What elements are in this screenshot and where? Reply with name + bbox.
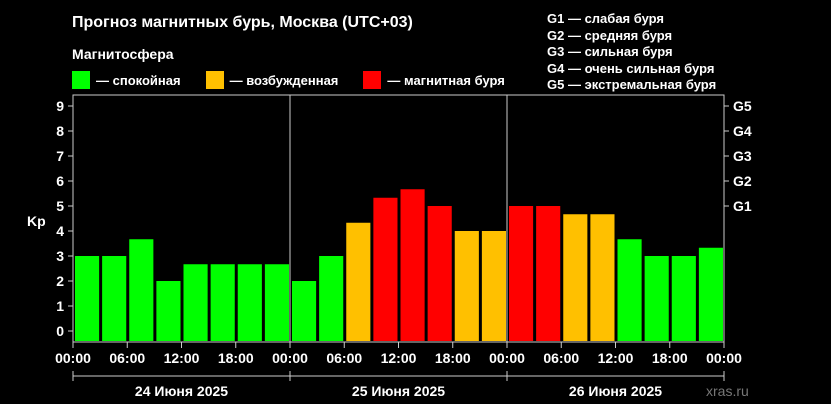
kp-bar — [183, 264, 208, 341]
x-tick-label: 06:00 — [109, 350, 145, 366]
kp-bar — [346, 222, 371, 341]
y-axis: 0 1 2 3 4 5 6 7 8 9 — [56, 98, 73, 339]
kp-bar — [427, 206, 452, 341]
x-tick-label: 00:00 — [272, 350, 308, 366]
x-tick-label: 18:00 — [435, 350, 471, 366]
storm-tick-label: G3 — [733, 148, 752, 164]
day-axis: 24 Июня 2025 25 Июня 2025 26 Июня 2025 — [72, 371, 725, 399]
day-label: 26 Июня 2025 — [569, 383, 662, 399]
x-tick-label: 12:00 — [381, 350, 417, 366]
kp-bar — [319, 256, 344, 341]
storm-tick-label: G1 — [733, 198, 752, 214]
x-tick-label: 06:00 — [543, 350, 579, 366]
kp-bar — [481, 231, 506, 341]
y-tick-label: 5 — [56, 198, 64, 214]
kp-bar — [156, 281, 181, 341]
x-tick-label: 00:00 — [55, 350, 91, 366]
legend-swatch-quiet — [72, 71, 90, 89]
legend-item-quiet: — спокойная — [72, 71, 181, 89]
kp-bar — [75, 256, 100, 341]
kp-bar — [292, 281, 317, 341]
watermark: xras.ru — [706, 383, 749, 399]
legend-label-active: — возбужденная — [229, 72, 339, 88]
legend-item-active: — возбужденная — [205, 71, 339, 89]
x-tick-label: 12:00 — [598, 350, 634, 366]
y-tick-label: 6 — [56, 173, 64, 189]
y-tick-label: 8 — [56, 123, 64, 139]
x-tick-label: 12:00 — [164, 350, 200, 366]
x-tick-label: 06:00 — [326, 350, 362, 366]
storm-legend-g5: G5 — экстремальная буря — [547, 77, 717, 92]
storm-legend-g4: G4 — очень сильная буря — [547, 60, 715, 76]
legend-swatch-active — [205, 71, 224, 89]
storm-legend-g1: G1 — слабая буря — [547, 11, 665, 26]
y-tick-label: 0 — [56, 323, 64, 339]
legend-item-storm: — магнитная буря — [363, 71, 505, 89]
kp-bar — [129, 239, 154, 341]
y-tick-label: 1 — [56, 298, 64, 314]
kp-bar — [264, 264, 289, 341]
kp-bar — [671, 256, 696, 341]
kp-bar — [644, 256, 669, 341]
x-tick-label: 00:00 — [706, 350, 742, 366]
y-tick-label: 9 — [56, 98, 64, 114]
kp-bar — [400, 189, 425, 341]
kp-bar — [102, 256, 127, 341]
y-tick-label: 7 — [56, 148, 64, 164]
day-label: 24 Июня 2025 — [135, 383, 228, 399]
kp-bar — [454, 231, 479, 341]
storm-legend-g2: G2 — средняя буря — [547, 27, 673, 43]
y-tick-label: 3 — [56, 248, 64, 264]
kp-bars — [75, 189, 723, 341]
y-tick-label: 4 — [56, 223, 64, 239]
y-axis-label: Kp — [27, 213, 46, 229]
kp-bar — [509, 206, 534, 341]
legend-label-storm: — магнитная буря — [387, 72, 505, 88]
kp-bar — [237, 264, 262, 341]
storm-legend-g3: G3 — сильная буря — [547, 44, 673, 59]
storm-scale-legend: G1 — слабая буря G2 — средняя буря G3 — … — [547, 11, 716, 94]
magnetosphere-label: Магнитосфера — [72, 46, 174, 62]
x-axis: 00:00 06:00 12:00 18:00 00:00 06:00 12:00 18:00… — [55, 342, 742, 366]
kp-bar — [590, 214, 615, 341]
kp-bar — [617, 239, 642, 341]
storm-tick-label: G4 — [733, 123, 752, 139]
chart-title: Прогноз магнитных бурь, Москва (UTC+03) — [72, 14, 413, 31]
x-tick-label: 18:00 — [218, 350, 254, 366]
x-tick-label: 00:00 — [489, 350, 525, 366]
kp-bar — [210, 264, 235, 341]
kp-bar — [698, 247, 723, 341]
storm-tick-label: G5 — [733, 98, 752, 114]
y-tick-label: 2 — [56, 273, 64, 289]
storm-level-axis: G1 G2 G3 G4 G5 — [724, 98, 752, 214]
kp-bar — [373, 197, 398, 341]
legend-swatch-storm — [363, 71, 382, 89]
kp-bar — [563, 214, 588, 341]
day-label: 25 Июня 2025 — [352, 383, 445, 399]
kp-bar — [536, 206, 561, 341]
x-tick-label: 18:00 — [652, 350, 688, 366]
legend-label-quiet: — спокойная — [96, 72, 181, 88]
legend: — спокойная — возбужденная — магнитная б… — [72, 71, 529, 89]
storm-tick-label: G2 — [733, 173, 752, 189]
